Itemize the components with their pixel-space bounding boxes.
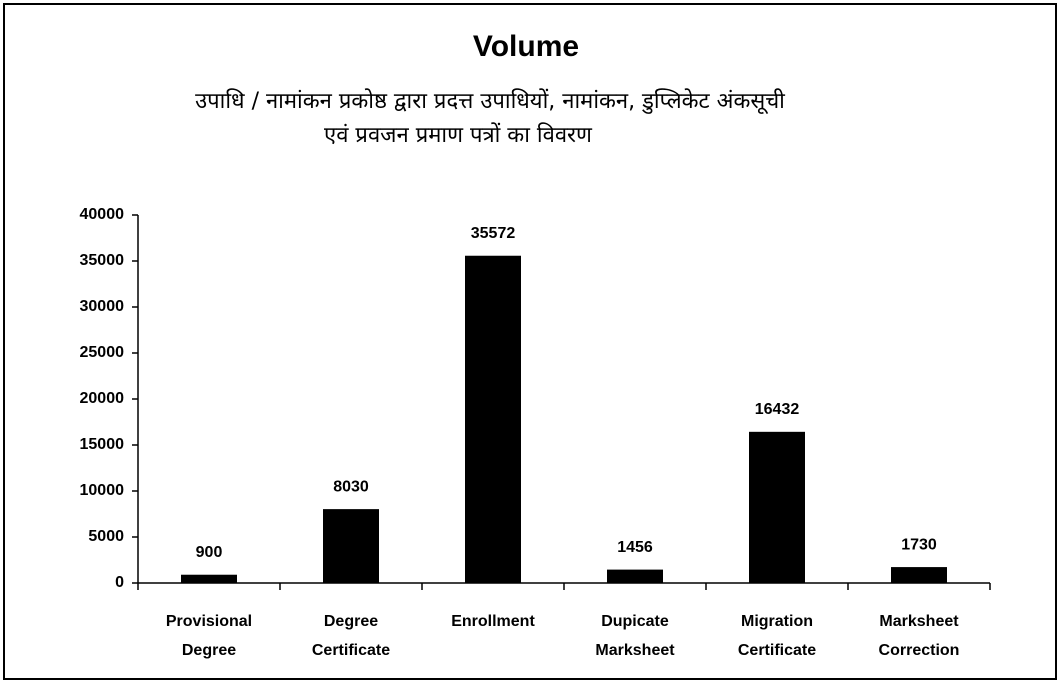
x-tick-label-line: Degree xyxy=(324,613,378,630)
x-tick-label-line: Dupicate xyxy=(601,613,669,630)
x-tick-label-line: Provisional xyxy=(166,613,252,630)
bar xyxy=(749,431,805,583)
data-label: 1456 xyxy=(617,539,653,556)
y-tick-label: 25000 xyxy=(80,344,125,361)
bar xyxy=(465,255,521,583)
y-tick-label: 40000 xyxy=(80,206,125,223)
y-tick-label: 15000 xyxy=(80,436,125,453)
bar xyxy=(181,574,237,583)
x-tick-label: Provisional Degree xyxy=(166,613,252,659)
data-label: 8030 xyxy=(333,478,369,495)
chart-border xyxy=(3,3,1057,680)
y-tick-label: 0 xyxy=(115,574,124,591)
x-tick-label-line: Enrollment xyxy=(451,613,535,630)
x-tick-label: Migration Certificate xyxy=(738,613,816,659)
x-tick-label: Degree Certificate xyxy=(312,613,390,659)
x-tick-label: Enrollment xyxy=(451,613,535,630)
y-tick-label: 35000 xyxy=(80,252,125,269)
data-label: 1730 xyxy=(901,536,937,553)
x-tick-label-line: Certificate xyxy=(738,642,816,659)
x-tick-label-line: Migration xyxy=(741,613,813,630)
x-tick-label-line: Certificate xyxy=(312,642,390,659)
bar xyxy=(607,569,663,583)
data-label: 35572 xyxy=(471,225,516,242)
y-tick-label: 5000 xyxy=(88,528,124,545)
x-tick-label: Dupicate Marksheet xyxy=(595,613,675,659)
x-tick-label-line: Marksheet xyxy=(595,642,675,659)
chart-title: Volume xyxy=(473,30,579,63)
data-label: 900 xyxy=(196,544,223,561)
chart-subtitle: उपाधि / नामांकन प्रकोष्ठ द्वारा प्रदत्त … xyxy=(195,88,785,115)
x-tick-label-line: Marksheet xyxy=(879,613,959,630)
data-label: 16432 xyxy=(755,401,800,418)
y-tick-label: 10000 xyxy=(80,482,125,499)
x-tick-label: Marksheet Correction xyxy=(879,613,960,659)
y-tick-label: 30000 xyxy=(80,298,125,315)
x-tick-label-line: Degree xyxy=(182,642,236,659)
bar xyxy=(323,509,379,583)
x-tick-label-line: Correction xyxy=(879,642,960,659)
y-tick-label: 20000 xyxy=(80,390,125,407)
bar xyxy=(891,567,947,583)
chart-subtitle: एवं प्रवजन प्रमाण पत्रों का विवरण xyxy=(324,122,593,148)
